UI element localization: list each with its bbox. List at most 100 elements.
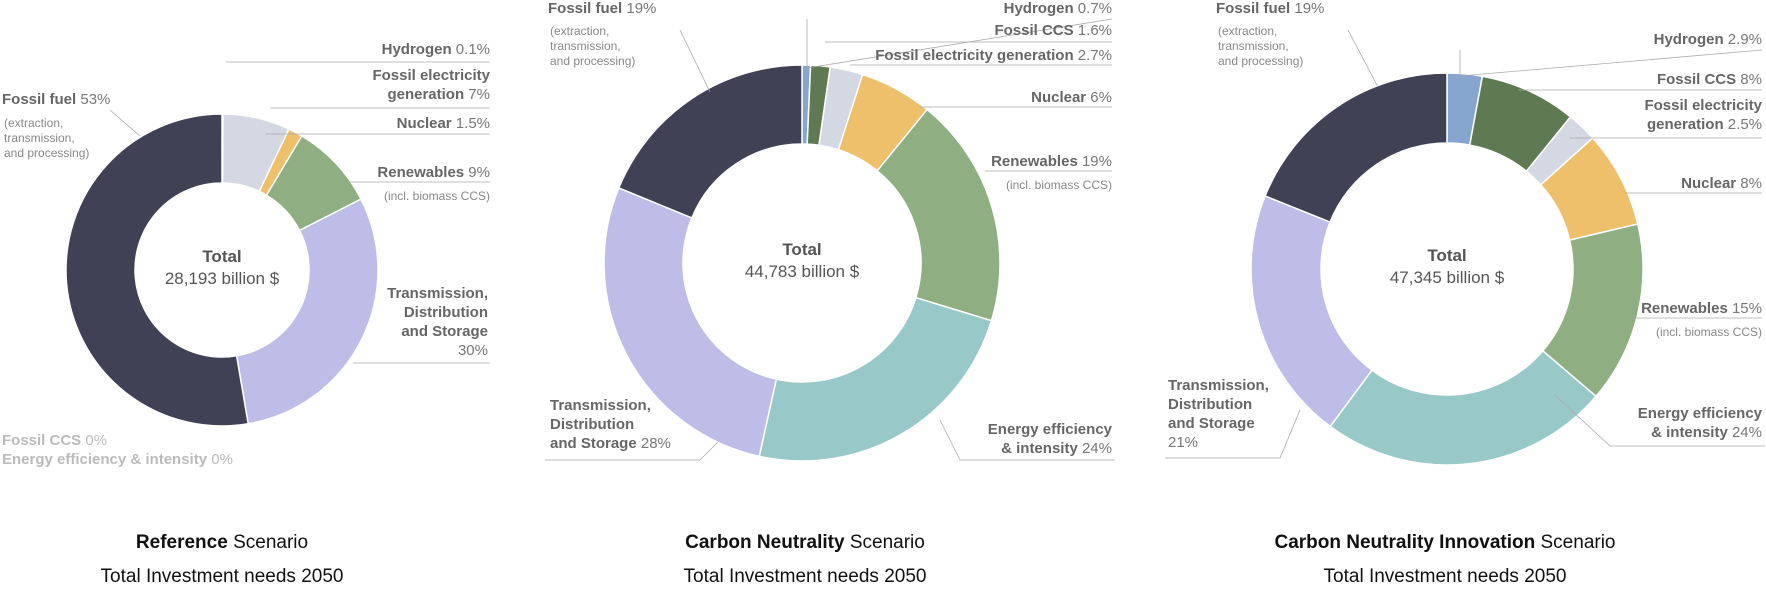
slice-value: 2.7%: [1074, 47, 1112, 64]
donut-slice-energy-efficiency-intensity: [758, 296, 993, 462]
caption-cni-rest: Scenario: [1535, 532, 1616, 553]
zero-item-label: Energy efficiency & intensity 0%: [2, 451, 233, 468]
slice-note: transmission,: [4, 131, 75, 145]
slice-note: and processing): [1218, 54, 1303, 68]
slice-label: Transmission,: [1168, 377, 1269, 394]
slice-label: Fossil CCS 8%: [1657, 71, 1762, 88]
total-title: Total: [202, 247, 241, 266]
caption-cn-subtitle: Total Investment needs 2050: [683, 566, 927, 587]
total-value: 44,783 billion $: [745, 262, 860, 281]
donut-chart-1: Total 44,783 billion $ Hydrogen 0.7% Fossil…: [545, 0, 1115, 462]
slice-value: 1.5%: [452, 115, 490, 132]
caption-cn-title: Carbon Neutrality Scenario: [605, 526, 1005, 560]
slice-label: Fossil fuel 53%: [2, 91, 110, 108]
slice-label: Fossil electricity: [372, 67, 490, 84]
slice-value: 2.5%: [1724, 116, 1762, 133]
slice-value: 24%: [1728, 424, 1762, 441]
total-value: 28,193 billion $: [165, 269, 280, 288]
slice-value: 8%: [1736, 71, 1762, 88]
slice-label: Fossil fuel 19%: [548, 0, 656, 17]
slice-note: (incl. biomass CCS): [1006, 178, 1112, 192]
caption-cni-subtitle: Total Investment needs 2050: [1323, 566, 1567, 587]
leader-line: [939, 419, 1115, 461]
donut-slice-fossil-fuel: [617, 64, 803, 219]
slice-value: 19%: [1078, 153, 1112, 170]
leader-line: [545, 441, 719, 461]
slice-value: 28%: [637, 435, 671, 452]
slice-note: (incl. biomass CCS): [1656, 325, 1762, 339]
slice-note: transmission,: [1218, 39, 1289, 53]
slice-label: Fossil CCS 1.6%: [994, 22, 1112, 39]
slice-note: and processing): [4, 146, 89, 160]
total-title: Total: [782, 240, 821, 259]
donut-chart-0: Total 28,193 billion $ Hydrogen 0.1% Fossil…: [2, 41, 491, 468]
caption-cni-bold: Carbon Neutrality Innovation: [1274, 532, 1536, 553]
slice-label: Energy efficiency: [988, 421, 1113, 438]
leader-line: [806, 18, 1113, 69]
slice-label: Transmission,: [550, 397, 651, 414]
slice-label: Fossil electricity: [1644, 97, 1762, 114]
slice-note: and processing): [550, 54, 635, 68]
slice-value: 19%: [1290, 0, 1324, 17]
zero-item-label: Fossil CCS 0%: [2, 432, 107, 449]
slice-value: 7%: [464, 86, 490, 103]
slice-label: Hydrogen 0.7%: [1004, 0, 1112, 17]
leader-line: [109, 109, 141, 137]
slice-value: 0.7%: [1074, 0, 1112, 17]
slice-value: 2.9%: [1724, 31, 1762, 48]
leader-line: [679, 29, 711, 93]
slice-label: and Storage 28%: [550, 435, 671, 452]
leader-line: [1347, 29, 1379, 88]
slice-value: 0.1%: [452, 41, 490, 58]
donut-slice-transmission-distribution-and-storage: [235, 198, 379, 425]
donut-chart-2: Total 47,345 billion $ Hydrogen 2.9% Fossil…: [1165, 0, 1765, 466]
caption-reference-bold: Reference: [135, 532, 228, 553]
caption-reference: Reference Scenario Total Investment need…: [20, 526, 424, 594]
donut-slice-energy-efficiency-intensity: [1329, 349, 1598, 466]
slice-label: Fossil electricity generation 2.7%: [875, 47, 1112, 64]
slice-label: & intensity 24%: [1001, 440, 1112, 457]
slice-value: 30%: [458, 342, 488, 359]
caption-carbon-neutrality: Carbon Neutrality Scenario Total Investm…: [605, 526, 1005, 594]
slice-label: Energy efficiency: [1638, 405, 1763, 422]
zero-item-value: 0%: [207, 451, 233, 468]
slice-label: and Storage: [1168, 415, 1255, 432]
slice-value: 24%: [1078, 440, 1112, 457]
slice-label: Nuclear 1.5%: [397, 115, 490, 132]
donut-slice-fossil-fuel: [65, 113, 250, 427]
slice-label: Renewables 15%: [1641, 300, 1762, 317]
caption-reference-subtitle: Total Investment needs 2050: [100, 566, 344, 587]
leader-line: [1165, 409, 1301, 459]
slice-value: 1.6%: [1074, 22, 1112, 39]
slice-value: 6%: [1086, 89, 1112, 106]
total-title: Total: [1427, 246, 1466, 265]
caption-reference-title: Reference Scenario: [20, 526, 424, 560]
caption-cn-innovation: Carbon Neutrality Innovation Scenario To…: [1230, 526, 1660, 594]
slice-label: Distribution: [1168, 396, 1252, 413]
slice-label: Transmission,: [387, 285, 488, 302]
slice-label: Nuclear 8%: [1681, 175, 1762, 192]
slice-label: Renewables 9%: [377, 164, 490, 181]
donut-slice-transmission-distribution-and-storage: [1250, 195, 1373, 428]
caption-cn-rest: Scenario: [844, 532, 925, 553]
total-value: 47,345 billion $: [1390, 268, 1505, 287]
caption-reference-rest: Scenario: [227, 532, 309, 553]
slice-note: (extraction,: [4, 116, 63, 130]
slice-label: Distribution: [550, 416, 634, 433]
slice-value: 9%: [464, 164, 490, 181]
leader-line: [1459, 49, 1763, 77]
slice-note: (extraction,: [1218, 24, 1277, 38]
slice-label: generation 2.5%: [1647, 116, 1762, 133]
slice-value: 19%: [622, 0, 656, 17]
slice-label: Distribution: [404, 304, 488, 321]
slice-label: generation 7%: [387, 86, 490, 103]
zero-item-value: 0%: [81, 432, 107, 449]
slice-label: and Storage: [401, 323, 488, 340]
slice-label: Nuclear 6%: [1031, 89, 1112, 106]
slice-value: 21%: [1168, 434, 1198, 451]
slice-note: (incl. biomass CCS): [384, 189, 490, 203]
slice-note: (extraction,: [550, 24, 609, 38]
slice-value: 15%: [1728, 300, 1762, 317]
